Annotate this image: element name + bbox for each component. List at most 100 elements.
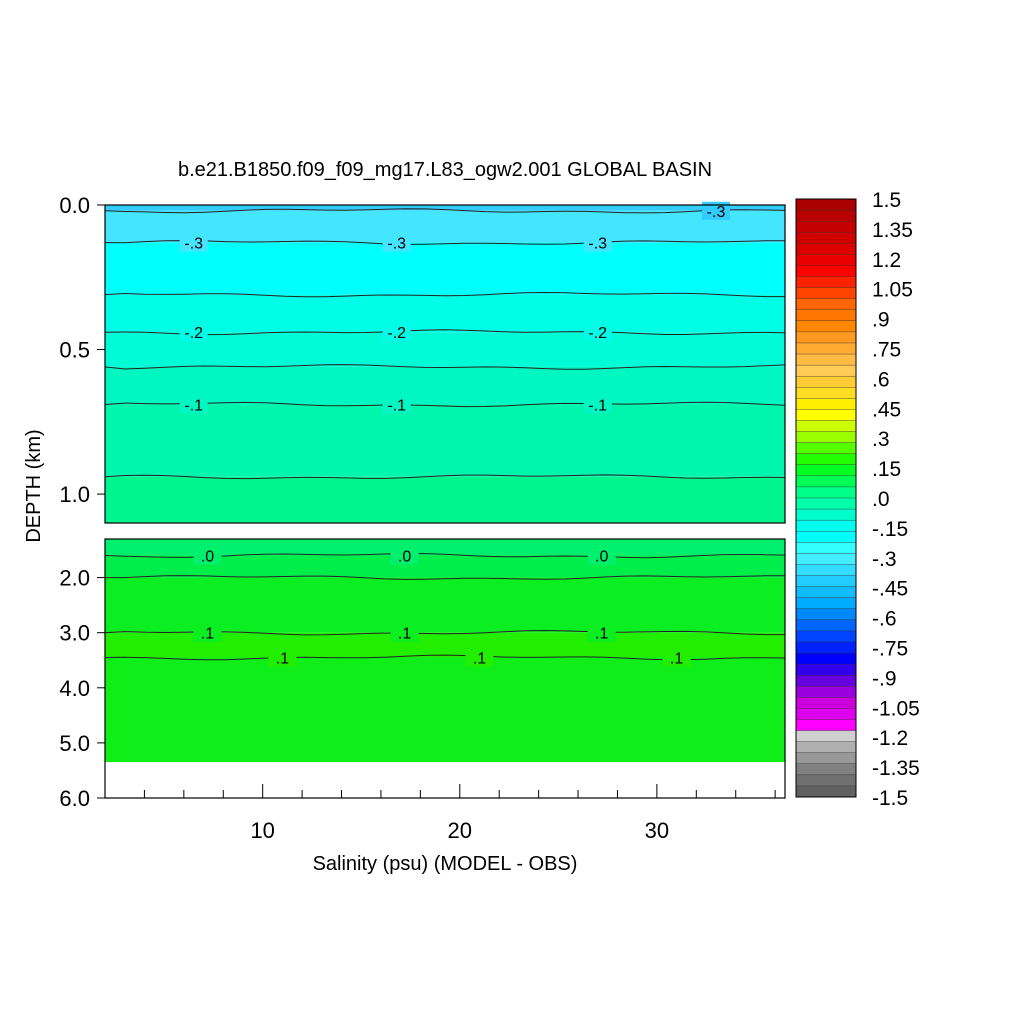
colorbar-label: .3 bbox=[872, 428, 890, 451]
colorbar-label: -1.05 bbox=[872, 697, 920, 720]
colorbar-swatch bbox=[795, 254, 857, 266]
colorbar-swatch bbox=[795, 519, 857, 532]
upper-y-tick-label: 0.5 bbox=[59, 338, 90, 363]
colorbar-swatch bbox=[795, 409, 857, 421]
colorbar-swatch bbox=[795, 719, 857, 732]
colorbar-label: .15 bbox=[872, 458, 901, 481]
colorbar-swatch bbox=[795, 353, 857, 366]
colorbar-label: -.3 bbox=[872, 548, 897, 571]
colorbar-label: -1.5 bbox=[872, 787, 908, 810]
colorbar-swatch bbox=[795, 553, 857, 565]
upper-panel-contour-line bbox=[104, 329, 786, 336]
colorbar-swatch bbox=[795, 575, 857, 588]
lower-panel-band-4 bbox=[105, 657, 785, 763]
colorbar-swatch bbox=[795, 387, 857, 399]
x-axis-label: Salinity (psu) (MODEL - OBS) bbox=[313, 853, 578, 875]
upper-panel-contour-label-bg bbox=[179, 395, 208, 414]
colorbar-swatch bbox=[795, 686, 857, 698]
colorbar-swatch bbox=[795, 232, 857, 244]
colorbar-swatch bbox=[795, 398, 857, 410]
colorbar-swatch bbox=[795, 597, 857, 610]
colorbar-label: 1.35 bbox=[872, 219, 913, 242]
colorbar-swatch bbox=[795, 276, 857, 289]
upper-panel-band-5 bbox=[105, 366, 785, 405]
colorbar-swatch bbox=[795, 375, 857, 388]
upper-panel-band-6 bbox=[105, 404, 785, 477]
upper-panel-band-1 bbox=[105, 210, 785, 243]
colorbar-label: .75 bbox=[872, 339, 901, 362]
upper-y-tick-label: 1.0 bbox=[59, 482, 90, 507]
upper-panel-contour-label: -.3 bbox=[184, 236, 203, 253]
colorbar-swatch bbox=[795, 342, 857, 355]
lower-panel: .0 .0 .0 .1 .1 .1 .1 .1 .1 2.0 3.0 4.0 5.0 6.0 10 20 30 bbox=[59, 538, 786, 843]
lower-panel-no-data bbox=[105, 762, 785, 798]
lower-panel-contour-label-bg bbox=[193, 546, 222, 565]
colorbar-swatch bbox=[795, 697, 857, 709]
upper-panel-frame bbox=[104, 204, 786, 524]
colorbar-swatch bbox=[795, 542, 857, 554]
colorbar-swatch bbox=[795, 708, 857, 720]
colorbar-swatch bbox=[795, 564, 857, 577]
colorbar-swatch bbox=[795, 774, 857, 787]
lower-panel-contour-label-bg bbox=[390, 546, 419, 565]
upper-panel-contour-line bbox=[104, 240, 785, 245]
upper-panel-band-3 bbox=[105, 294, 785, 333]
upper-panel-contour-line bbox=[104, 474, 786, 480]
upper-panel-contour-label-bg bbox=[583, 395, 612, 414]
colorbar-swatch bbox=[795, 331, 857, 344]
colorbar-swatch bbox=[795, 475, 857, 488]
upper-panel-contour-label: -.2 bbox=[387, 325, 406, 342]
lower-panel-contour-line bbox=[105, 575, 785, 580]
upper-panel-contour-label: -.2 bbox=[588, 325, 607, 342]
colorbar-swatch bbox=[795, 641, 857, 654]
lower-y-tick-label: 5.0 bbox=[59, 731, 90, 756]
colorbar-swatch bbox=[795, 309, 857, 322]
colorbar-swatch bbox=[795, 442, 857, 455]
colorbar-label: 1.5 bbox=[872, 189, 901, 212]
colorbar-swatch bbox=[795, 586, 857, 599]
upper-panel-contour-label-bg bbox=[382, 323, 411, 342]
lower-y-tick-label: 2.0 bbox=[59, 566, 90, 591]
upper-panel-contour-label: -.3 bbox=[707, 204, 726, 221]
x-tick-label: 10 bbox=[250, 818, 274, 843]
colorbar-label: -.45 bbox=[872, 578, 908, 601]
lower-panel-contour-label-bg bbox=[193, 623, 222, 642]
colorbar-label: -.15 bbox=[872, 518, 908, 541]
lower-panel-contour-label-bg bbox=[662, 648, 691, 667]
colorbar-swatch bbox=[795, 619, 857, 632]
upper-panel-contour-label-bg bbox=[382, 233, 411, 252]
colorbar-label: 1.05 bbox=[872, 279, 913, 302]
upper-panel-contour-label: -.3 bbox=[387, 236, 406, 253]
colorbar-swatch bbox=[795, 298, 857, 311]
lower-panel-band-2 bbox=[105, 577, 785, 633]
lower-panel-contour-label-bg bbox=[465, 648, 494, 667]
upper-panel-contour-label: -.1 bbox=[184, 397, 203, 414]
colorbar-swatch bbox=[795, 265, 857, 278]
colorbar-swatch bbox=[795, 630, 857, 643]
upper-panel-contour-line bbox=[104, 364, 786, 370]
colorbar: 1.5 1.35 1.2 1.05 .9 .75 .6 .45 .3 .15 .0 -.15 -.3 -.… bbox=[795, 189, 920, 810]
colorbar-frame bbox=[795, 198, 857, 798]
colorbar-swatch bbox=[795, 508, 857, 521]
colorbar-swatch bbox=[795, 209, 857, 222]
y-axis-label: DEPTH (km) bbox=[23, 429, 45, 542]
lower-panel-contour-label: .1 bbox=[473, 650, 486, 667]
colorbar-swatch bbox=[795, 608, 857, 621]
lower-panel-contour-label: .0 bbox=[595, 549, 608, 566]
lower-panel-contour-label: .1 bbox=[670, 650, 683, 667]
upper-panel-contour-label-bg bbox=[179, 323, 208, 342]
upper-panel-contour-label-bg bbox=[702, 201, 731, 220]
upper-panel-band-4 bbox=[105, 332, 785, 367]
colorbar-label: -.9 bbox=[872, 667, 897, 690]
upper-panel-contour-label-bg bbox=[583, 233, 612, 252]
lower-panel-contour-label: .1 bbox=[201, 626, 214, 643]
upper-panel-contour-line bbox=[104, 208, 786, 214]
colorbar-swatch bbox=[795, 674, 857, 687]
lower-y-tick-label: 4.0 bbox=[59, 676, 90, 701]
upper-panel-contour-label-bg bbox=[382, 395, 411, 414]
colorbar-swatch bbox=[795, 220, 857, 233]
upper-panel-band-0 bbox=[105, 205, 785, 211]
colorbar-swatch bbox=[795, 453, 857, 466]
lower-panel-contour-label: .1 bbox=[276, 650, 289, 667]
